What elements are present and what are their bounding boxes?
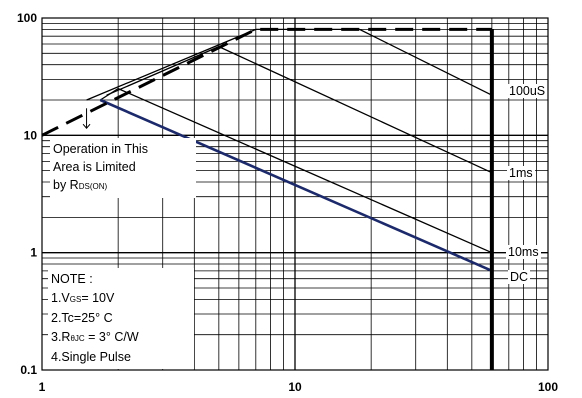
note-title: NOTE : (51, 272, 93, 286)
x-tick-label: 100 (538, 380, 558, 394)
y-tick-label: 1 (30, 246, 37, 260)
arrow-head (82, 123, 91, 129)
note-line-2: 2.Tc=25° C (51, 311, 113, 325)
series-line-100us (86, 28, 493, 101)
label-100us: 100uS (507, 84, 548, 98)
note-line-3: 3.RθJC = 3° C/W (51, 329, 139, 344)
series-lines (41, 27, 494, 370)
x-tick-label: 1 (39, 380, 46, 394)
y-tick-label: 100 (17, 11, 37, 25)
limit-text-line-3: by RDS(ON) (53, 178, 108, 192)
note-box: NOTE : 1.VGS= 10V 2.Tc=25° C 3.RθJC = 3°… (48, 268, 194, 369)
plot-frame (41, 17, 549, 371)
x-tick-label: 10 (288, 380, 302, 394)
label-dc: DC (508, 270, 531, 284)
series-line-dc (99, 98, 493, 272)
limit-annotation: Operation in This Area is Limited by RDS… (50, 138, 196, 198)
limit-text-line-2: Area is Limited (53, 160, 136, 174)
series-line-10ms (99, 87, 493, 254)
y-tick-label: 0.1 (20, 363, 37, 377)
note-line-4: 4.Single Pulse (51, 350, 131, 364)
note-line-1: 1.VGS= 10V (51, 290, 115, 305)
y-tick-label: 10 (24, 128, 38, 142)
limit-text-line-1: Operation in This (53, 142, 148, 156)
limit-arrow (82, 108, 91, 129)
label-1ms: 1ms (507, 166, 535, 180)
rds-limit-line (41, 27, 492, 137)
label-10ms: 10ms (506, 245, 541, 259)
